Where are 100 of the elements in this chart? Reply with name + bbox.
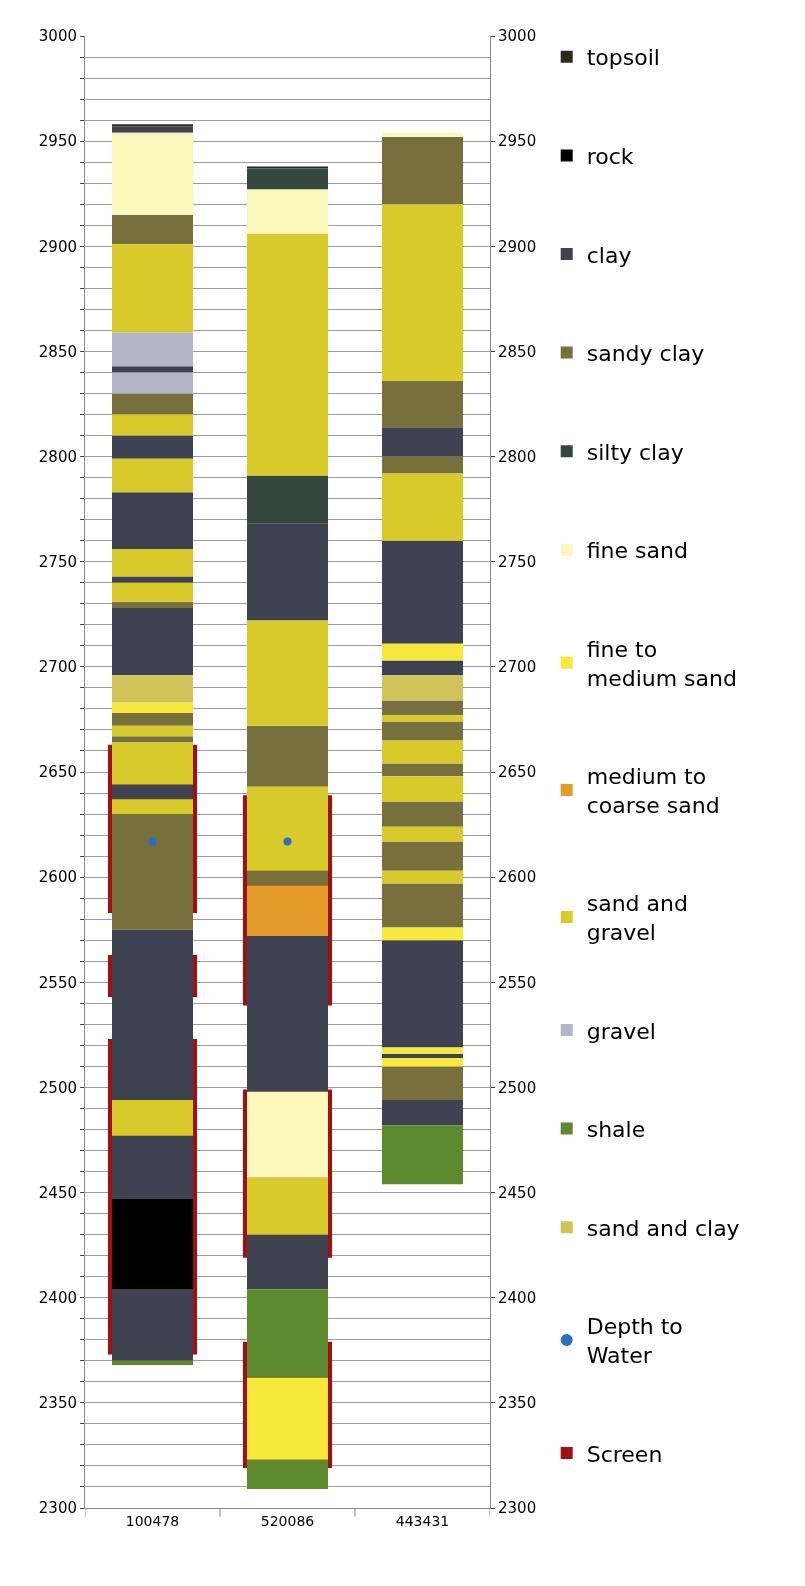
- bar: [382, 1125, 463, 1185]
- bar: [112, 214, 193, 245]
- bar: [112, 244, 193, 333]
- bar: [382, 927, 463, 941]
- bar: [112, 1135, 193, 1199]
- legend-label: Screen: [586, 1441, 663, 1467]
- bar: [112, 393, 193, 415]
- bar: [382, 380, 463, 428]
- legend-label: Depth to Water: [586, 1314, 683, 1368]
- y2-tick-label: 2300: [498, 1499, 537, 1518]
- legend-label: clay: [586, 242, 632, 268]
- bar: [247, 725, 328, 787]
- y-tick-label: 2400: [38, 1288, 77, 1307]
- legend-label: gravel: [586, 1018, 656, 1044]
- bar: [382, 136, 463, 205]
- y2-tick-label: 2900: [498, 237, 537, 256]
- y2-tick-label: 2400: [498, 1288, 537, 1307]
- y2-tick-label: 2450: [498, 1183, 537, 1202]
- bar: [247, 233, 328, 476]
- bar: [112, 366, 193, 373]
- bar: [247, 523, 328, 621]
- bar: [382, 883, 463, 928]
- bar: [382, 1057, 463, 1067]
- y-tick-label: 2800: [38, 447, 77, 466]
- bar: [112, 1289, 193, 1361]
- bar: [112, 1100, 193, 1136]
- bar: [112, 132, 193, 215]
- y2-tick-label: 2950: [498, 132, 537, 151]
- legend-label: shale: [586, 1117, 646, 1143]
- bar: [112, 601, 193, 608]
- y-tick-label: 2350: [38, 1394, 77, 1413]
- bar: [247, 1377, 328, 1460]
- y-tick-label: 2450: [38, 1183, 77, 1202]
- bar: [382, 1047, 463, 1054]
- y-tick-label: 2600: [38, 868, 77, 887]
- bar: [112, 1360, 193, 1366]
- bar: [112, 414, 193, 436]
- y-tick-label: 2550: [38, 973, 77, 992]
- bar: [382, 540, 463, 644]
- bar: [112, 435, 193, 459]
- bar: [247, 166, 328, 169]
- bar: [112, 1198, 193, 1290]
- bar: [247, 1289, 328, 1378]
- legend-label: sandy clay: [586, 341, 705, 367]
- bar: [112, 124, 193, 127]
- bar: [112, 126, 193, 133]
- bar: [382, 826, 463, 842]
- bar: [382, 1066, 463, 1101]
- bar: [382, 1100, 463, 1126]
- bar: [112, 576, 193, 583]
- bar: [247, 786, 328, 871]
- bar: [382, 740, 463, 764]
- bar: [382, 870, 463, 884]
- bar: [382, 700, 463, 716]
- y-tick-label: 2900: [38, 237, 77, 256]
- bar: [247, 1459, 328, 1490]
- bar: [112, 675, 193, 703]
- y2-tick-label: 2350: [498, 1394, 537, 1413]
- bar: [247, 1234, 328, 1290]
- bar: [382, 715, 463, 722]
- y2-tick-label: 2650: [498, 763, 537, 782]
- bar: [247, 620, 328, 726]
- bar: [247, 168, 328, 190]
- bar: [247, 885, 328, 937]
- y2-tick-label: 3000: [498, 27, 537, 46]
- legend-label: sand and clay: [586, 1215, 740, 1241]
- bar: [112, 702, 193, 714]
- bar: [382, 801, 463, 827]
- bar: [112, 332, 193, 367]
- x-tick-label: 520086: [260, 1512, 315, 1529]
- bar: [247, 1091, 328, 1178]
- y-tick-label: 2650: [38, 763, 77, 782]
- bar: [112, 607, 193, 676]
- y2-tick-label: 2750: [498, 552, 537, 571]
- legend-label: fine to medium sand: [586, 636, 737, 691]
- y-tick-label: 2500: [38, 1078, 77, 1097]
- bar: [247, 936, 328, 1092]
- bar: [382, 841, 463, 871]
- y-tick-label: 2700: [38, 658, 77, 677]
- bar: [112, 725, 193, 737]
- bar: [382, 721, 463, 741]
- legend-label: silty clay: [586, 439, 684, 465]
- bar: [112, 742, 193, 785]
- y-tick-label: 2750: [38, 552, 77, 571]
- bar: [382, 940, 463, 1048]
- legend-label: medium to coarse sand: [586, 764, 720, 818]
- bar: [382, 763, 463, 777]
- bar: [112, 372, 193, 394]
- bar: [382, 204, 463, 381]
- y2-tick-label: 2600: [498, 868, 537, 887]
- bar: [247, 189, 328, 234]
- bar: [112, 799, 193, 815]
- y2-tick-label: 2850: [498, 342, 537, 361]
- y-tick-label: 2850: [38, 342, 77, 361]
- bar: [247, 870, 328, 886]
- y2-tick-label: 2700: [498, 658, 537, 677]
- bar: [382, 132, 463, 137]
- legend-label: sand and gravel: [586, 891, 688, 945]
- legend-label: rock: [586, 143, 634, 169]
- y-tick-label: 2950: [38, 132, 77, 151]
